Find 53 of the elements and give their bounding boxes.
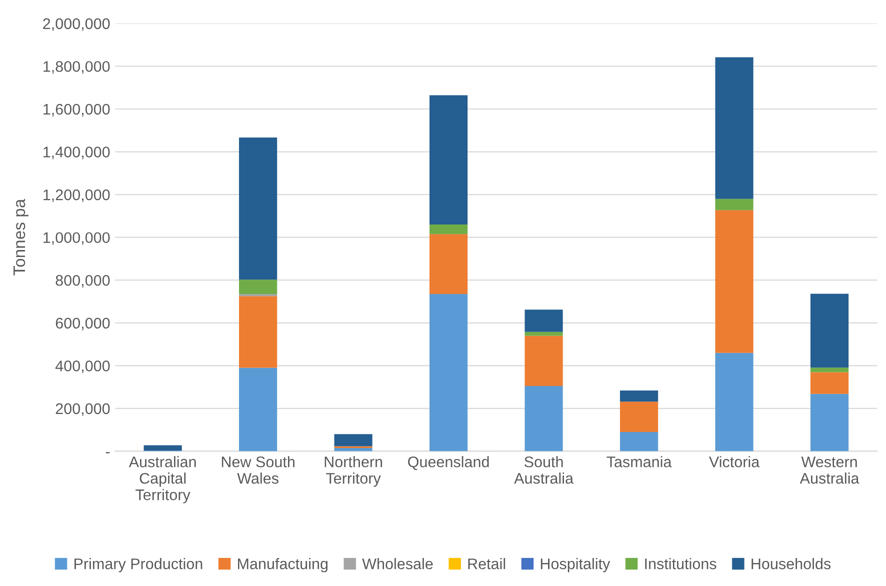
y-tick-label: 1,000,000	[44, 232, 110, 245]
bar	[620, 432, 658, 452]
x-tick-label: Western Australia	[800, 456, 860, 484]
legend-label: Hospitality	[540, 558, 610, 572]
y-tick-label: 1,800,000	[44, 61, 110, 74]
legend-label: Primary Production	[74, 558, 202, 572]
bar	[239, 296, 278, 368]
y-tick-label: 400,000	[55, 360, 110, 374]
y-tick-label: 1,400,000	[44, 146, 110, 160]
bar	[334, 434, 372, 446]
x-tick-label: New South Wales	[222, 456, 294, 484]
bar	[810, 394, 849, 452]
y-tick-label: 2,000,000	[43, 18, 110, 31]
bar	[715, 352, 754, 452]
y-tick-label: 200,000	[56, 403, 110, 416]
bar	[715, 198, 754, 210]
legend-label: Institutions	[645, 558, 716, 570]
bar	[239, 137, 278, 280]
legend-label: Retail	[468, 558, 506, 570]
bar	[524, 332, 563, 336]
bar	[810, 294, 849, 368]
x-tick-label: Australian Capital Territory	[128, 456, 196, 504]
x-tick-label: Queensland	[408, 456, 489, 470]
bar	[429, 234, 468, 294]
bar	[334, 448, 372, 452]
bar	[810, 372, 849, 394]
y-tick-label: 1,600,000	[44, 104, 110, 116]
x-tick-label: South Australia	[514, 456, 574, 484]
bar	[239, 368, 278, 452]
bar	[620, 390, 658, 402]
legend-label: Wholesale	[362, 558, 433, 570]
x-tick-label: Victoria	[709, 456, 760, 468]
y-tick-label: 1,200,000	[44, 189, 110, 202]
bar	[524, 310, 563, 332]
x-tick-label: Tasmania	[606, 456, 672, 468]
y-axis-title: Tonnes pa	[14, 198, 28, 276]
bar	[429, 224, 468, 234]
bar	[144, 445, 182, 451]
legend-label: Households	[752, 558, 831, 570]
bar	[524, 386, 563, 452]
bar	[620, 402, 658, 432]
bar	[429, 294, 468, 452]
bar	[524, 336, 563, 386]
y-tick-label: -	[106, 452, 110, 454]
y-tick-label: 800,000	[56, 274, 110, 288]
bar	[429, 95, 468, 224]
bar	[715, 57, 754, 199]
legend-label: Manufactuing	[238, 558, 328, 572]
bar	[239, 280, 278, 294]
bar	[715, 210, 754, 353]
y-tick-label: 600,000	[56, 318, 110, 330]
x-tick-label: Northern Territory	[324, 456, 382, 487]
bar	[810, 368, 849, 372]
